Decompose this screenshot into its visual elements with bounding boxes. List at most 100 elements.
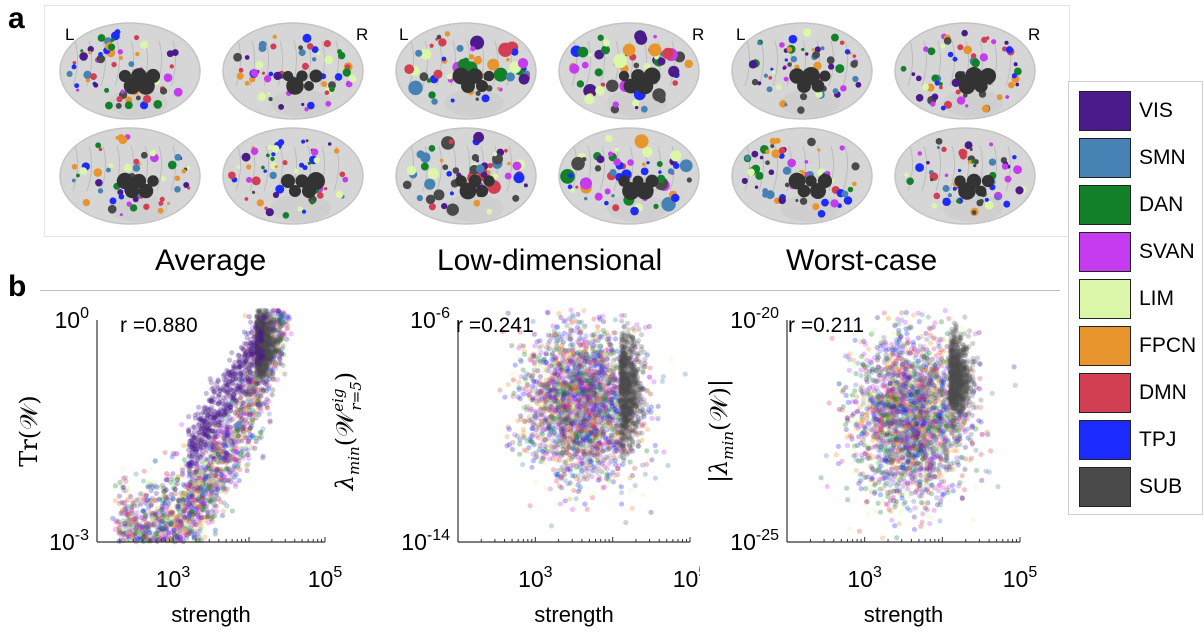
data-point (228, 405, 233, 410)
brain-node (483, 175, 494, 186)
data-point (123, 479, 128, 484)
brain-node (272, 145, 280, 153)
data-point (244, 468, 249, 473)
brain-node (83, 199, 90, 206)
data-point (170, 496, 175, 501)
brain-node (841, 191, 848, 198)
brain-node (930, 101, 935, 106)
data-point (539, 343, 544, 348)
brain-node (577, 80, 584, 87)
data-point (643, 472, 648, 477)
brain-node (956, 199, 961, 204)
data-point (223, 424, 228, 429)
brain-node (457, 45, 464, 52)
brain-node (632, 99, 639, 106)
condition-title-worst-case: Worst-case (786, 246, 937, 276)
brain-node (160, 197, 165, 202)
brain-rendering (559, 128, 699, 224)
brain-node (608, 151, 613, 156)
data-point (161, 489, 166, 494)
brain-node (259, 41, 267, 49)
brain-node (237, 73, 244, 80)
y-axis-label: Tr(𝒲) (15, 395, 43, 466)
brain-node (687, 62, 690, 65)
brain-node (299, 163, 304, 168)
brain-node (784, 77, 789, 82)
brain-node (106, 168, 111, 173)
data-point (259, 329, 264, 334)
data-point (198, 521, 203, 526)
brain-node (916, 75, 922, 81)
brain-node (630, 207, 639, 216)
brain-node (294, 169, 299, 174)
brain-node (1003, 201, 1010, 208)
brain-node (98, 188, 103, 193)
data-point (661, 449, 666, 454)
brain-node (473, 200, 480, 207)
brain-node (498, 43, 512, 57)
brain-node (245, 55, 250, 60)
data-point (207, 435, 212, 440)
data-point (264, 362, 269, 367)
brain-node (74, 83, 79, 88)
brain-node (812, 80, 825, 93)
brain-node (258, 93, 266, 101)
brain-node (440, 159, 444, 163)
brain-node (787, 159, 796, 168)
data-point (113, 518, 118, 523)
brain-node (469, 54, 474, 59)
brain-node (944, 37, 952, 45)
hemisphere-label-right: R (692, 26, 704, 43)
data-point (257, 401, 262, 406)
brain-node (442, 57, 447, 62)
data-point (205, 514, 210, 519)
brain-node (136, 95, 141, 100)
data-point (117, 494, 122, 499)
brain-node (989, 158, 996, 165)
brain-node (1004, 41, 1008, 45)
data-point (151, 511, 156, 516)
data-point (259, 319, 264, 324)
data-point (185, 493, 190, 498)
data-point (189, 531, 194, 536)
data-point (242, 329, 247, 334)
scatter-points (110, 308, 293, 545)
data-point (223, 444, 228, 449)
brain-node (980, 53, 988, 61)
data-point (595, 324, 600, 329)
brain-node (939, 85, 943, 89)
brain-node (934, 193, 941, 200)
data-point (227, 393, 232, 398)
brain-node (571, 157, 585, 171)
brain-node (928, 47, 936, 55)
data-point (189, 509, 194, 514)
brain-node (821, 46, 825, 50)
brain-renderings (45, 6, 1069, 236)
brain-node (108, 205, 117, 214)
brain-node (447, 74, 453, 80)
brain-node (641, 106, 648, 113)
data-point (160, 519, 165, 524)
brain-node (187, 186, 190, 189)
brain-node (270, 157, 274, 161)
brain-rendering (895, 128, 1035, 224)
brain-node (237, 165, 241, 169)
brain-node (408, 81, 423, 96)
data-point (240, 416, 245, 421)
data-point (118, 504, 123, 509)
data-point (264, 381, 269, 386)
data-point (245, 335, 250, 340)
data-point (282, 371, 287, 376)
brain-node (278, 104, 284, 110)
tick-label: 100 (55, 305, 90, 333)
brain-node (795, 199, 798, 202)
brain-node (302, 210, 306, 214)
brain-node (848, 187, 853, 192)
data-point (520, 462, 525, 467)
data-point (186, 414, 191, 419)
data-point (199, 412, 204, 417)
brain-node (932, 93, 939, 100)
data-point (202, 504, 207, 509)
brain-node (342, 177, 348, 183)
data-point (122, 500, 127, 505)
